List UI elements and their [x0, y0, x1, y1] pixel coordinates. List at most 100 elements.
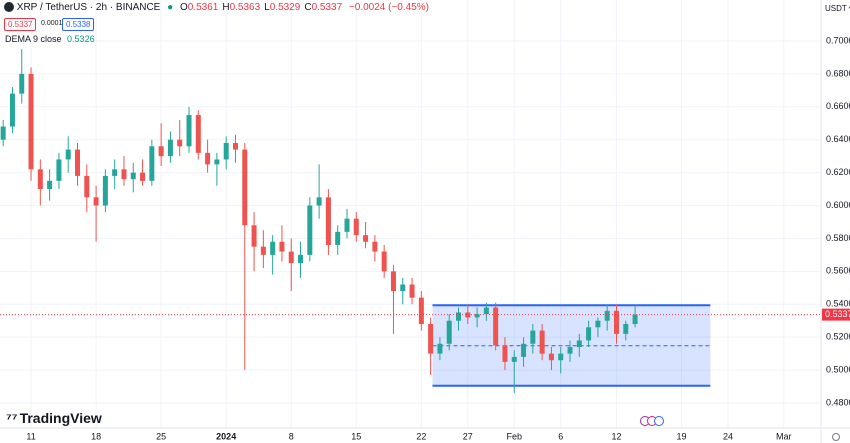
- ohlc-key: L: [264, 2, 270, 13]
- candle-body: [298, 254, 304, 264]
- logo: ⁷⁷ TradingView: [6, 410, 102, 426]
- candle-body: [372, 241, 378, 252]
- ohlc-value: 0.5329: [269, 2, 301, 13]
- candle-body: [381, 251, 387, 272]
- candle-body: [363, 235, 369, 242]
- candle-body: [539, 330, 545, 354]
- candle-body: [511, 356, 517, 362]
- x-tick-label: Feb: [507, 431, 523, 441]
- x-tick-label: 18: [91, 431, 101, 441]
- candle-body: [428, 324, 434, 354]
- y-tick-label: 0.7000: [826, 35, 850, 45]
- candle-body: [288, 251, 294, 264]
- candle-body: [307, 205, 313, 255]
- candle-body: [613, 310, 619, 334]
- candle-body: [232, 142, 238, 150]
- indicator-name[interactable]: DEMA 9 close: [5, 34, 62, 44]
- candle-body: [65, 149, 71, 160]
- channel: [432, 305, 711, 386]
- candle-body: [595, 320, 601, 328]
- ohlc-value: 0.5337: [311, 2, 343, 13]
- candle-body: [112, 169, 118, 176]
- candle-body: [446, 320, 452, 344]
- x-tick-label: 12: [611, 431, 621, 441]
- candle-body: [279, 241, 285, 252]
- symbol-line: XRP / TetherUS · 2h · BINANCE ● O0.5361 H…: [4, 2, 429, 13]
- candle-body: [242, 149, 248, 226]
- currency-selector[interactable]: USDT ▾: [825, 4, 850, 13]
- candle-body: [75, 149, 81, 176]
- candle-body: [56, 159, 62, 181]
- candle-body: [409, 284, 415, 298]
- symbol[interactable]: XRP / TetherUS · 2h · BINANCE: [16, 2, 161, 13]
- candle-body: [390, 271, 396, 292]
- candle-body: [28, 73, 34, 170]
- x-tick-label: 22: [416, 431, 426, 441]
- candle-body: [260, 246, 266, 255]
- candle-body: [325, 197, 331, 246]
- ohlc-key: O: [179, 2, 188, 13]
- candle-body: [149, 146, 155, 181]
- candle-body: [158, 146, 164, 157]
- candle-body: [102, 175, 108, 206]
- candle-body: [567, 347, 573, 354]
- candle-body: [93, 197, 99, 206]
- candle-body: [493, 307, 499, 346]
- x-tick-label: 27: [463, 431, 473, 441]
- x-tick-label: 6: [558, 431, 563, 441]
- last-price-label: 0.5337: [825, 309, 850, 319]
- candle-body: [548, 353, 554, 361]
- settings-icon[interactable]: [832, 433, 840, 441]
- change: −0.0024 (−0.45%): [348, 2, 429, 13]
- ohlc-value: 0.5363: [229, 2, 261, 13]
- candle-body: [19, 73, 25, 94]
- x-tick-label: Mar: [776, 431, 792, 441]
- candle-body: [418, 297, 424, 325]
- candle-body: [502, 345, 508, 362]
- candle-body: [214, 159, 220, 165]
- candle-body: [316, 197, 322, 206]
- buy-button[interactable]: 0.5338: [62, 18, 95, 31]
- spread: 0.0001: [41, 20, 63, 27]
- candle-body: [483, 307, 489, 315]
- candle-body: [177, 139, 183, 147]
- last-price-tag: [822, 308, 850, 321]
- candle-body: [558, 353, 564, 361]
- candle-body: [530, 330, 536, 344]
- candle-body: [223, 142, 229, 160]
- candle-body: [251, 225, 257, 247]
- candle-body: [474, 314, 480, 318]
- indicator-line: DEMA 9 close 0.5326: [5, 34, 95, 44]
- candle-body: [167, 139, 173, 157]
- ohlc-key: C: [304, 2, 312, 13]
- candle-body: [186, 115, 192, 147]
- sell-button[interactable]: 0.5337: [4, 18, 37, 31]
- coin-icon: [4, 2, 14, 13]
- candle-body: [9, 93, 15, 127]
- market-status: ●: [167, 2, 174, 13]
- logo-mark: ⁷⁷: [6, 410, 18, 426]
- logo-text: TradingView: [19, 410, 102, 426]
- ohlc-key: H: [222, 2, 230, 13]
- candle-body: [623, 324, 629, 334]
- candle-body: [632, 314, 638, 325]
- currency: USDT: [825, 4, 847, 13]
- candle-body: [84, 175, 90, 198]
- candle-body: [205, 152, 211, 165]
- candle-body: [604, 310, 610, 321]
- candle-body: [130, 172, 136, 180]
- candle-body: [47, 180, 53, 190]
- candle-body: [270, 241, 276, 255]
